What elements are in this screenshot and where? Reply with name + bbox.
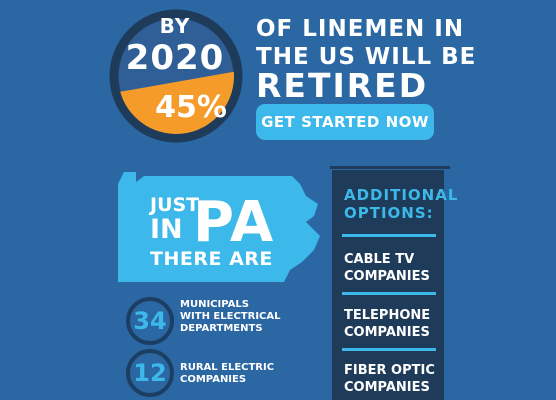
- options-separator: [342, 348, 436, 351]
- year-label: 2020: [125, 38, 225, 78]
- options-panel: [332, 170, 444, 400]
- stat-rural-label: RURAL ELECTRIC COMPANIES: [180, 362, 275, 385]
- percent-label: 45%: [155, 90, 227, 125]
- headline-line-2: THE US WILL BE: [256, 44, 477, 70]
- in-label: IN: [150, 214, 183, 245]
- just-label: JUST: [150, 194, 200, 216]
- options-title-line-2: OPTIONS:: [344, 204, 434, 222]
- gauge-fill: [120, 71, 234, 135]
- pennsylvania-map-icon: [118, 172, 320, 282]
- by-label: BY: [159, 14, 191, 38]
- state-abbr: PA: [193, 190, 275, 255]
- section-divider: [330, 166, 450, 169]
- headline-line-1: OF LINEMEN IN: [256, 16, 465, 42]
- headline-line-3: RETIRED: [256, 66, 429, 105]
- stat-municipals-value: 34: [126, 297, 174, 345]
- stat-rural-value: 12: [126, 349, 174, 397]
- option-fiber-optic: FIBER OPTIC COMPANIES: [344, 363, 435, 395]
- options-separator: [342, 292, 436, 295]
- options-separator: [342, 234, 436, 237]
- retirement-gauge: [109, 9, 243, 143]
- get-started-button[interactable]: GET STARTED NOW: [256, 104, 434, 140]
- option-telephone: TELEPHONE COMPANIES: [344, 308, 431, 340]
- stat-municipals-label: MUNICIPALS WITH ELECTRICAL DEPARTMENTS: [180, 299, 281, 334]
- there-are-label: THERE ARE: [150, 248, 273, 270]
- options-title-line-1: ADDITIONAL: [344, 186, 459, 204]
- option-cable-tv: CABLE TV COMPANIES: [344, 252, 430, 284]
